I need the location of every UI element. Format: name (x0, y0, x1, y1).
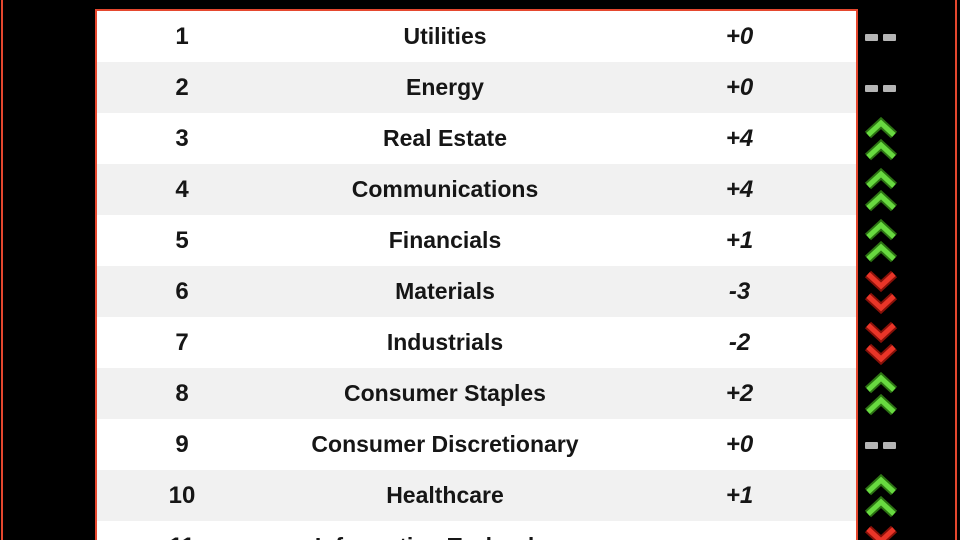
table-row: 11Information Technology (97, 521, 856, 540)
rank-change-value: +1 (725, 226, 754, 254)
chevrons-down-icon (864, 321, 898, 365)
rank-value: 3 (175, 124, 189, 152)
trend-indicator (858, 419, 957, 470)
sector-name: Information Technology (267, 535, 623, 540)
rank-value: 9 (175, 430, 189, 458)
table-row: 8 Consumer Staples +2 (97, 368, 856, 419)
rank-change-value: +2 (725, 379, 754, 407)
table-row: 1 Utilities +0 (97, 11, 856, 62)
sector-name: Healthcare (386, 482, 504, 508)
right-edge-accent-line (955, 0, 957, 540)
trend-indicator (858, 521, 957, 540)
chevrons-down-icon (864, 525, 898, 540)
chevrons-up-icon (864, 218, 898, 262)
rank-value: 5 (175, 226, 189, 254)
trend-indicator-column (858, 11, 957, 540)
sector-name: Industrials (386, 329, 504, 355)
trend-indicator (858, 62, 957, 113)
rank-value: 6 (175, 277, 189, 305)
sector-ranking-table: 1 Utilities +0 2 Energy +0 3 Real Estate +4 4 Comm… (95, 9, 858, 540)
table-row: 3 Real Estate +4 (97, 113, 856, 164)
chevrons-up-icon (864, 371, 898, 415)
chevrons-up-icon (864, 473, 898, 517)
rank-change-value: +0 (725, 430, 754, 458)
rank-change-value: +0 (725, 22, 754, 50)
sector-name: Financials (388, 227, 502, 253)
table-row: 6 Materials -3 (97, 266, 856, 317)
rank-change-value: -2 (728, 328, 751, 356)
sector-name: Real Estate (382, 125, 507, 151)
sector-name: Consumer Staples (344, 380, 546, 406)
trend-indicator (858, 215, 957, 266)
rank-value: 2 (175, 73, 189, 101)
chevrons-up-icon (864, 116, 898, 160)
chevrons-down-icon (864, 270, 898, 314)
trend-indicator (858, 317, 957, 368)
table-row: 7 Industrials -2 (97, 317, 856, 368)
sector-name: Utilities (403, 23, 487, 49)
table-row: 4 Communications +4 (97, 164, 856, 215)
sector-name: Energy (406, 74, 484, 100)
table-row: 5 Financials +1 (97, 215, 856, 266)
no-change-dash-icon (865, 84, 896, 92)
chevrons-up-icon (864, 167, 898, 211)
trend-indicator (858, 368, 957, 419)
rank-change-value: +4 (725, 175, 754, 203)
rank-value: 11 (97, 534, 267, 540)
trend-indicator (858, 113, 957, 164)
trend-indicator (858, 11, 957, 62)
table-row: 10 Healthcare +1 (97, 470, 856, 521)
rank-value: 10 (168, 481, 196, 509)
rank-change-value: +4 (725, 124, 754, 152)
rank-value: 4 (175, 175, 189, 203)
trend-indicator (858, 164, 957, 215)
sector-name: Consumer Discretionary (311, 431, 579, 457)
rank-change-value: +0 (725, 73, 754, 101)
sector-name: Communications (351, 176, 539, 202)
trend-indicator (858, 470, 957, 521)
no-change-dash-icon (865, 441, 896, 449)
rank-value: 7 (175, 328, 189, 356)
rank-value: 8 (175, 379, 189, 407)
no-change-dash-icon (865, 33, 896, 41)
rank-change-value: -3 (728, 277, 751, 305)
sector-name: Materials (395, 278, 495, 304)
table-row: 2 Energy +0 (97, 62, 856, 113)
left-edge-accent-line (1, 0, 3, 540)
sector-table-rows: 1 Utilities +0 2 Energy +0 3 Real Estate +4 4 Comm… (97, 11, 856, 540)
rank-change-value: +1 (725, 481, 754, 509)
rank-value: 1 (175, 22, 189, 50)
table-row: 9 Consumer Discretionary +0 (97, 419, 856, 470)
trend-indicator (858, 266, 957, 317)
